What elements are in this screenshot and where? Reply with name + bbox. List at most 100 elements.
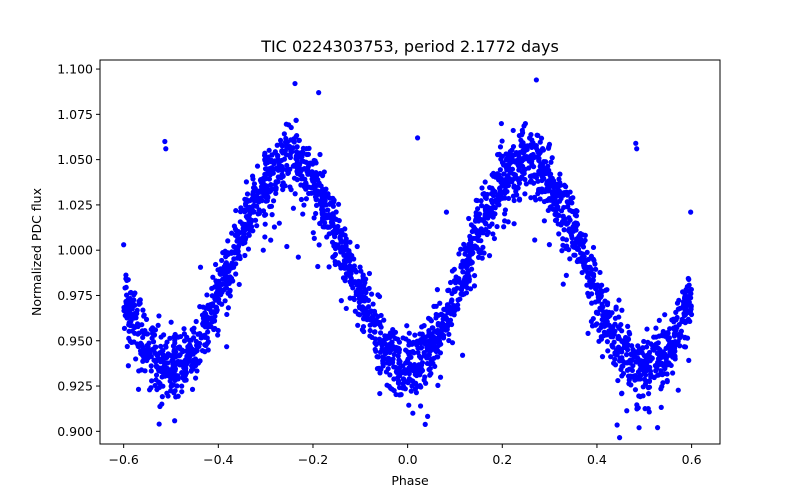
data-point	[418, 366, 424, 372]
data-point	[276, 220, 282, 226]
data-point	[132, 290, 138, 296]
data-point	[152, 382, 158, 389]
data-point	[667, 361, 673, 367]
data-point	[576, 258, 583, 264]
data-point	[381, 317, 387, 323]
data-point	[300, 158, 307, 165]
data-point	[317, 151, 323, 158]
data-point	[183, 356, 189, 362]
data-point	[163, 344, 169, 350]
data-point	[439, 333, 446, 339]
data-point	[183, 370, 190, 376]
data-point	[174, 361, 180, 367]
data-point	[482, 179, 488, 185]
data-point	[303, 181, 309, 187]
data-point	[529, 162, 535, 168]
data-point	[282, 183, 288, 189]
data-point	[495, 194, 501, 200]
data-point	[123, 276, 129, 282]
y-tick-label: 1.050	[57, 152, 93, 167]
data-point	[131, 301, 137, 307]
data-point	[123, 312, 129, 318]
data-point	[157, 359, 164, 365]
data-point	[261, 212, 268, 218]
data-point	[350, 285, 356, 291]
data-point	[641, 353, 647, 359]
data-point	[664, 377, 670, 384]
data-point	[520, 130, 526, 136]
data-point	[515, 176, 522, 182]
data-point	[635, 343, 641, 349]
data-point	[235, 245, 241, 251]
data-point	[425, 413, 431, 419]
data-point	[269, 212, 275, 218]
data-point	[310, 161, 316, 167]
data-point	[372, 340, 378, 346]
data-point	[397, 359, 403, 365]
data-point	[537, 196, 543, 202]
y-tick-label: 0.900	[57, 424, 93, 439]
outlier-point	[162, 138, 168, 145]
data-point	[209, 285, 215, 292]
data-point	[468, 222, 475, 228]
data-point	[473, 235, 479, 241]
data-point	[587, 278, 593, 284]
data-point	[181, 331, 187, 337]
data-point	[575, 246, 582, 252]
data-point	[344, 246, 350, 252]
data-point	[645, 406, 651, 412]
outlier-point	[260, 247, 266, 253]
data-point	[448, 299, 454, 305]
data-point	[173, 354, 179, 360]
data-point	[547, 172, 553, 178]
data-point	[523, 181, 529, 187]
data-point	[502, 207, 509, 213]
data-point	[583, 258, 589, 264]
data-point	[567, 207, 573, 213]
data-point	[240, 233, 247, 240]
data-point	[321, 202, 328, 208]
data-point	[300, 211, 306, 217]
data-point	[149, 330, 156, 337]
data-point	[326, 264, 332, 270]
data-point	[205, 324, 211, 330]
data-point	[406, 330, 412, 336]
data-point	[312, 175, 318, 181]
data-point	[357, 279, 363, 285]
data-point	[283, 152, 290, 158]
data-point	[466, 241, 472, 247]
data-point	[604, 330, 610, 336]
outlier-point	[688, 209, 694, 215]
data-point	[582, 265, 589, 271]
data-point	[175, 376, 181, 382]
data-point	[191, 329, 197, 335]
data-point	[366, 270, 373, 277]
outlier-point	[414, 135, 421, 141]
data-point	[403, 360, 409, 366]
data-point	[422, 421, 428, 427]
data-point	[367, 333, 373, 339]
data-point	[211, 309, 217, 315]
x-tick-label: 0.4	[587, 452, 607, 467]
data-point	[216, 283, 222, 289]
data-point	[485, 229, 491, 235]
data-point	[217, 271, 223, 277]
data-point	[670, 370, 676, 376]
data-point	[284, 162, 290, 169]
data-point	[228, 250, 234, 256]
data-point	[338, 245, 344, 251]
data-point	[134, 321, 141, 327]
data-point	[610, 323, 616, 330]
data-point	[497, 167, 503, 173]
data-point	[506, 195, 512, 202]
data-point	[490, 231, 496, 237]
data-point	[167, 335, 173, 341]
data-point	[266, 171, 272, 177]
data-point	[260, 208, 267, 214]
data-point	[303, 196, 309, 202]
data-point	[501, 224, 507, 230]
data-point	[287, 166, 293, 172]
data-point	[149, 325, 156, 331]
data-point	[567, 256, 573, 262]
data-point	[279, 148, 285, 155]
